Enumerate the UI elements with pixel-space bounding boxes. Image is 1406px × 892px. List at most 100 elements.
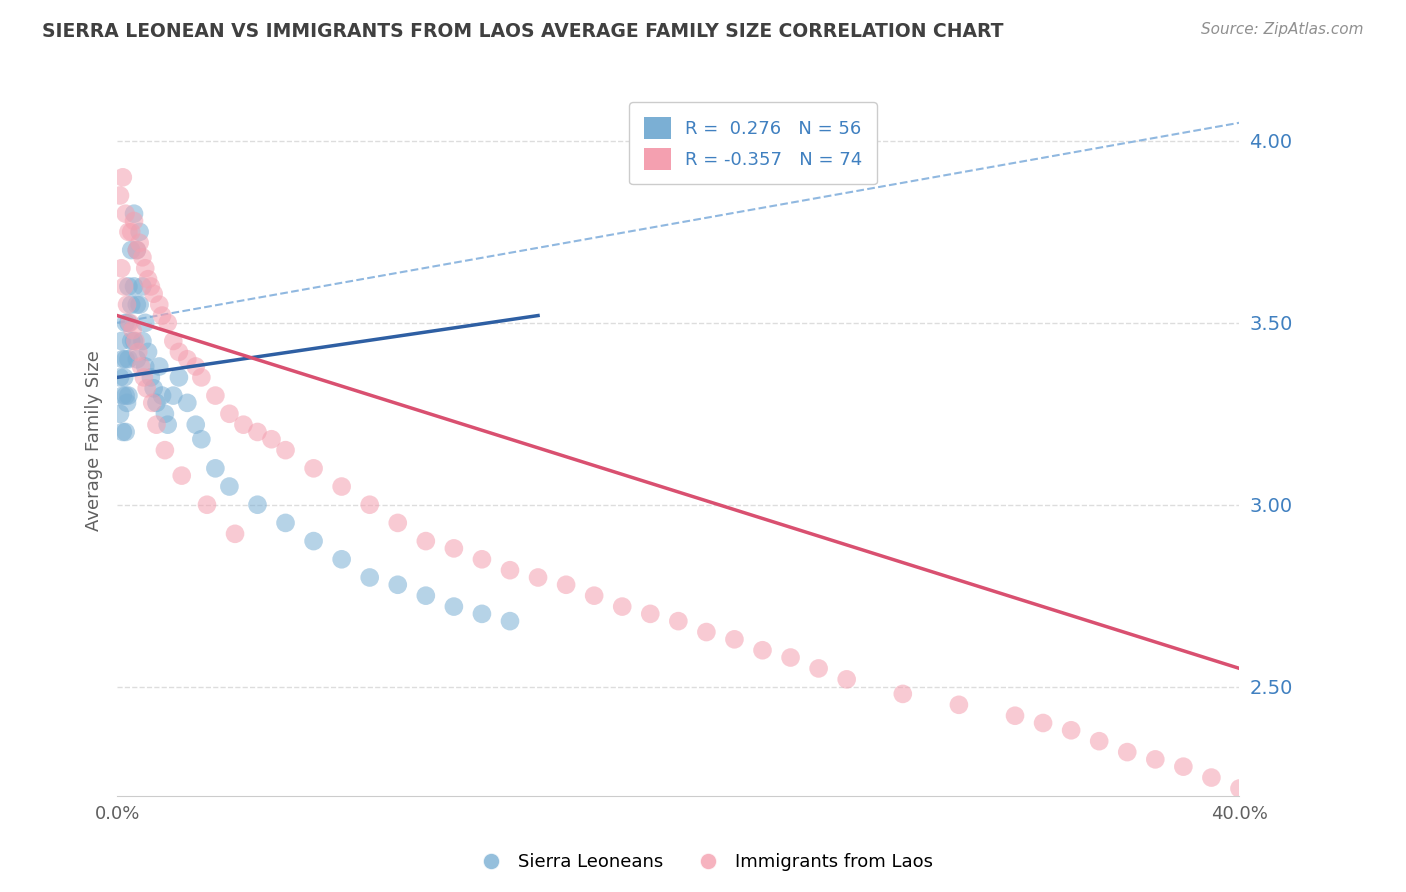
Point	[145, 417, 167, 432]
Text: Source: ZipAtlas.com: Source: ZipAtlas.com	[1201, 22, 1364, 37]
Point	[184, 359, 207, 374]
Point	[891, 687, 914, 701]
Point	[260, 432, 283, 446]
Legend: Sierra Leoneans, Immigrants from Laos: Sierra Leoneans, Immigrants from Laos	[465, 847, 941, 879]
Point	[118, 316, 141, 330]
Point	[117, 388, 139, 402]
Point	[139, 279, 162, 293]
Point	[139, 370, 162, 384]
Point	[111, 170, 134, 185]
Point	[555, 578, 578, 592]
Point	[583, 589, 606, 603]
Point	[330, 552, 353, 566]
Point	[114, 388, 136, 402]
Point	[148, 359, 170, 374]
Point	[666, 614, 689, 628]
Point	[141, 396, 163, 410]
Y-axis label: Average Family Size: Average Family Size	[86, 351, 103, 532]
Point	[110, 334, 132, 348]
Point	[150, 388, 173, 402]
Point	[114, 207, 136, 221]
Point	[162, 388, 184, 402]
Point	[117, 316, 139, 330]
Point	[1116, 745, 1139, 759]
Point	[114, 316, 136, 330]
Point	[640, 607, 662, 621]
Point	[124, 334, 146, 348]
Point	[156, 316, 179, 330]
Point	[1173, 759, 1195, 773]
Point	[131, 279, 153, 293]
Point	[112, 279, 135, 293]
Point	[111, 388, 134, 402]
Point	[150, 309, 173, 323]
Point	[115, 298, 138, 312]
Point	[170, 468, 193, 483]
Point	[415, 589, 437, 603]
Point	[443, 541, 465, 556]
Point	[134, 261, 156, 276]
Point	[108, 370, 131, 384]
Point	[122, 214, 145, 228]
Point	[195, 498, 218, 512]
Point	[807, 661, 830, 675]
Point	[127, 345, 149, 359]
Point	[204, 461, 226, 475]
Point	[359, 498, 381, 512]
Point	[246, 498, 269, 512]
Point	[125, 243, 148, 257]
Point	[751, 643, 773, 657]
Point	[122, 279, 145, 293]
Point	[443, 599, 465, 614]
Point	[1144, 752, 1167, 766]
Point	[108, 188, 131, 202]
Point	[190, 432, 212, 446]
Point	[156, 417, 179, 432]
Point	[134, 359, 156, 374]
Point	[471, 607, 494, 621]
Point	[142, 381, 165, 395]
Text: SIERRA LEONEAN VS IMMIGRANTS FROM LAOS AVERAGE FAMILY SIZE CORRELATION CHART: SIERRA LEONEAN VS IMMIGRANTS FROM LAOS A…	[42, 22, 1004, 41]
Point	[948, 698, 970, 712]
Point	[302, 534, 325, 549]
Point	[176, 352, 198, 367]
Point	[121, 323, 143, 337]
Point	[779, 650, 801, 665]
Point	[115, 396, 138, 410]
Point	[359, 570, 381, 584]
Point	[415, 534, 437, 549]
Point	[145, 396, 167, 410]
Point	[125, 352, 148, 367]
Point	[136, 345, 159, 359]
Point	[1032, 716, 1054, 731]
Point	[125, 243, 148, 257]
Point	[167, 370, 190, 384]
Point	[117, 279, 139, 293]
Point	[162, 334, 184, 348]
Point	[1060, 723, 1083, 738]
Point	[218, 479, 240, 493]
Point	[1201, 771, 1223, 785]
Point	[131, 251, 153, 265]
Point	[246, 425, 269, 439]
Point	[114, 352, 136, 367]
Point	[184, 417, 207, 432]
Point	[1229, 781, 1251, 796]
Legend: R =  0.276   N = 56, R = -0.357   N = 74: R = 0.276 N = 56, R = -0.357 N = 74	[630, 103, 877, 185]
Point	[153, 407, 176, 421]
Point	[274, 516, 297, 530]
Point	[142, 286, 165, 301]
Point	[131, 334, 153, 348]
Point	[167, 345, 190, 359]
Point	[190, 370, 212, 384]
Point	[387, 578, 409, 592]
Point	[1088, 734, 1111, 748]
Point	[302, 461, 325, 475]
Point	[114, 425, 136, 439]
Point	[218, 407, 240, 421]
Point	[125, 298, 148, 312]
Point	[129, 359, 152, 374]
Point	[612, 599, 634, 614]
Point	[120, 298, 142, 312]
Point	[723, 632, 745, 647]
